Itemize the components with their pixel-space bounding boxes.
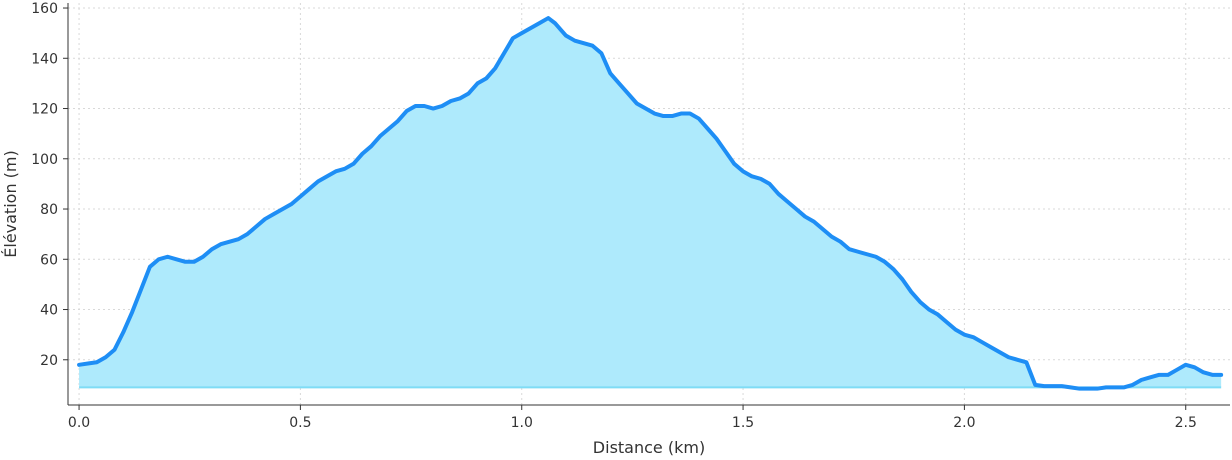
y-axis-ticks: 20 40 60 80 100 120 140 160 [31,1,68,369]
elevation-line [77,16,1224,391]
x-tick-label: 2.5 [1175,415,1197,431]
y-tick-label: 100 [31,152,58,168]
y-tick-label: 20 [40,353,58,369]
x-tick-label: 0.0 [68,415,90,431]
axes [67,3,1230,406]
x-tick-label: 2.0 [953,415,975,431]
y-tick-label: 60 [40,252,58,268]
y-tick-label: 80 [40,202,58,218]
elevation-area [79,18,1222,389]
x-axis-title: Distance (km) [593,438,705,457]
y-tick-label: 140 [31,51,58,67]
x-axis-ticks: 0.0 0.5 1.0 1.5 2.0 2.5 [68,405,1197,431]
y-axis-title: Élévation (m) [1,150,20,257]
y-tick-label: 120 [31,102,58,118]
x-tick-label: 1.5 [732,415,754,431]
x-tick-label: 1.0 [511,415,533,431]
y-tick-label: 160 [31,1,58,17]
x-tick-label: 0.5 [289,415,311,431]
y-tick-label: 40 [40,303,58,319]
